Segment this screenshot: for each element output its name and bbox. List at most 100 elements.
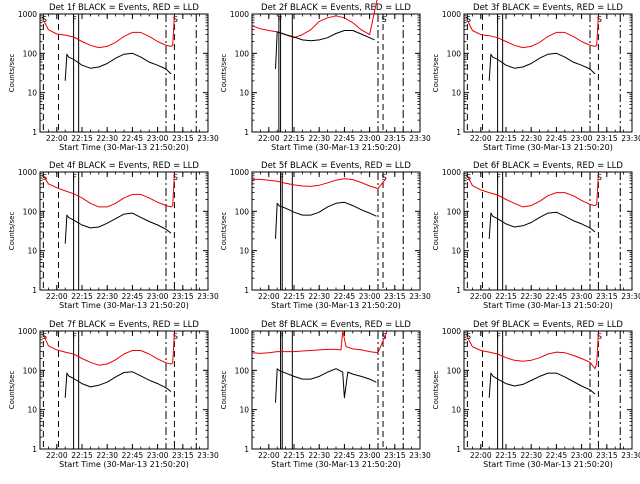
y-tick-label: 100 xyxy=(235,207,250,216)
y-tick-label: 1 xyxy=(244,128,249,137)
y-tick-label: 1000 xyxy=(18,10,37,19)
y-tick-label: 10 xyxy=(451,406,461,415)
y-tick-label: 10 xyxy=(27,406,37,415)
y-tick-label: 1000 xyxy=(442,10,461,19)
x-tick-label: 22:00 xyxy=(46,451,68,460)
y-tick-label: 100 xyxy=(235,49,250,58)
x-tick-label: 22:00 xyxy=(258,451,280,460)
time-marker-label: S xyxy=(597,15,602,24)
x-tick-label: 22:45 xyxy=(546,134,568,143)
y-tick-label: 100 xyxy=(23,49,38,58)
x-tick-label: 23:00 xyxy=(571,134,593,143)
panel-title: Det 8f BLACK = Events, RED = LLD xyxy=(261,320,411,330)
x-axis-label: Start Time (30-Mar-13 21:50:20) xyxy=(483,460,613,469)
y-tick-label: 1 xyxy=(32,128,37,137)
time-marker-label: F xyxy=(496,15,501,24)
panel-title: Det 2f BLACK = Events, RED = LLD xyxy=(261,3,411,13)
panel-title: Det 5f BLACK = Events, RED = LLD xyxy=(261,161,411,171)
x-tick-label: 23:15 xyxy=(384,134,406,143)
y-axis-label: Counts/sec xyxy=(220,54,228,93)
plot-frame xyxy=(39,330,209,450)
y-tick-label: 10 xyxy=(27,89,37,98)
y-axis-label: Counts/sec xyxy=(220,212,228,251)
time-marker-label: F xyxy=(72,15,77,24)
lld-series-line xyxy=(466,173,599,208)
x-tick-label: 22:15 xyxy=(495,451,517,460)
x-tick-label: 23:00 xyxy=(359,451,381,460)
x-tick-label: 22:45 xyxy=(546,451,568,460)
lld-series-line xyxy=(251,330,387,354)
x-tick-label: 23:15 xyxy=(384,292,406,301)
time-marker-label: S xyxy=(42,15,47,24)
plot-frame xyxy=(251,330,421,450)
time-marker-label: S xyxy=(173,173,178,182)
x-axis-label: Start Time (30-Mar-13 21:50:20) xyxy=(59,143,189,152)
panel-9: Det 9f BLACK = Events, RED = LLD 1 10 100 10… xyxy=(432,320,640,469)
x-tick-label: 23:15 xyxy=(384,451,406,460)
panel-5: Det 5f BLACK = Events, RED = LLD 1 10 100 10… xyxy=(220,161,431,310)
time-marker-label: S xyxy=(382,173,387,182)
lld-series-line xyxy=(42,332,175,366)
x-tick-label: 22:15 xyxy=(71,134,93,143)
x-tick-label: 22:00 xyxy=(258,292,280,301)
y-tick-label: 100 xyxy=(23,366,38,375)
time-marker-label: S xyxy=(466,15,471,24)
time-marker-label: S xyxy=(597,332,602,341)
y-tick-label: 1 xyxy=(244,286,249,295)
events-series-line xyxy=(64,212,172,244)
x-tick-label: 22:30 xyxy=(308,451,330,460)
x-tick-label: 23:30 xyxy=(197,451,219,460)
y-tick-label: 1000 xyxy=(18,327,37,336)
x-tick-label: 23:00 xyxy=(359,134,381,143)
y-tick-label: 1000 xyxy=(230,10,249,19)
x-tick-label: 23:00 xyxy=(359,292,381,301)
x-tick-label: 22:45 xyxy=(122,292,144,301)
x-tick-label: 23:15 xyxy=(596,451,618,460)
x-tick-label: 23:30 xyxy=(197,134,219,143)
x-tick-label: 22:15 xyxy=(495,292,517,301)
panel-1: Det 1f BLACK = Events, RED = LLD 1 10 100 10… xyxy=(8,3,219,152)
x-tick-label: 22:30 xyxy=(96,451,118,460)
x-tick-label: 22:45 xyxy=(546,292,568,301)
time-marker-label: S xyxy=(597,173,602,182)
lld-series-line xyxy=(42,173,175,208)
x-tick-label: 22:30 xyxy=(96,134,118,143)
x-tick-label: 22:30 xyxy=(308,134,330,143)
y-axis-label: Counts/sec xyxy=(432,212,440,251)
time-marker-label: F xyxy=(496,173,501,182)
y-tick-label: 10 xyxy=(239,247,249,256)
panel-4: Det 4f BLACK = Events, RED = LLD 1 10 100 10… xyxy=(8,161,219,310)
x-tick-label: 22:00 xyxy=(46,292,68,301)
x-tick-label: 22:30 xyxy=(520,292,542,301)
y-tick-label: 1 xyxy=(456,128,461,137)
x-tick-label: 22:45 xyxy=(334,451,356,460)
y-tick-label: 1 xyxy=(32,286,37,295)
y-tick-label: 10 xyxy=(239,89,249,98)
events-series-line xyxy=(275,30,375,70)
panel-7: Det 7f BLACK = Events, RED = LLD 1 10 100 10… xyxy=(8,320,219,469)
x-tick-label: 23:15 xyxy=(172,451,194,460)
lld-series-line xyxy=(252,177,387,189)
plot-frame xyxy=(251,171,421,291)
x-axis-label: Start Time (30-Mar-13 21:50:20) xyxy=(59,301,189,310)
y-tick-label: 1 xyxy=(244,445,249,454)
x-tick-label: 22:00 xyxy=(258,134,280,143)
x-tick-label: 23:30 xyxy=(621,292,640,301)
x-axis-label: Start Time (30-Mar-13 21:50:20) xyxy=(271,143,401,152)
x-tick-label: 22:45 xyxy=(122,451,144,460)
x-tick-label: 22:15 xyxy=(71,292,93,301)
events-series-line xyxy=(64,371,172,398)
x-tick-label: 22:00 xyxy=(470,292,492,301)
x-tick-label: 23:15 xyxy=(172,292,194,301)
x-tick-label: 22:15 xyxy=(283,292,305,301)
x-tick-label: 23:00 xyxy=(571,451,593,460)
y-tick-label: 100 xyxy=(447,366,462,375)
x-axis-label: Start Time (30-Mar-13 21:50:20) xyxy=(59,460,189,469)
panel-title: Det 4f BLACK = Events, RED = LLD xyxy=(49,161,199,171)
y-tick-label: 10 xyxy=(27,247,37,256)
time-marker-label: S xyxy=(382,332,387,341)
panel-title: Det 1f BLACK = Events, RED = LLD xyxy=(49,3,199,13)
time-marker-label: F xyxy=(72,332,77,341)
panel-title: Det 7f BLACK = Events, RED = LLD xyxy=(49,320,199,330)
panel-6: Det 6f BLACK = Events, RED = LLD 1 10 100 10… xyxy=(432,161,640,310)
